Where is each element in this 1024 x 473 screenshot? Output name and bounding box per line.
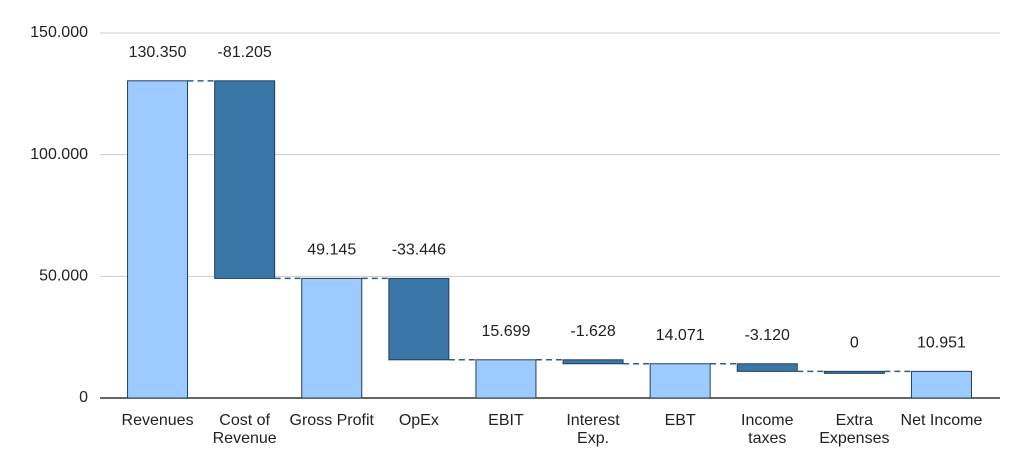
value-label: 15.699 xyxy=(481,323,530,340)
y-tick-label: 50.000 xyxy=(39,268,88,285)
x-tick-label: OpEx xyxy=(398,412,439,429)
x-tick-label: EBIT xyxy=(488,412,524,429)
value-label: -81.205 xyxy=(218,44,272,61)
bar xyxy=(649,363,711,399)
x-tick-label: Revenues xyxy=(121,412,194,429)
x-tick-label: EBT xyxy=(664,412,696,429)
x-tick-label: Net Income xyxy=(900,412,983,429)
value-label: -1.628 xyxy=(570,323,615,340)
x-tick-label: Income taxes xyxy=(741,412,794,447)
y-tick-label: 0 xyxy=(79,389,88,406)
y-tick-label: 100.000 xyxy=(30,146,88,163)
bar xyxy=(214,80,276,279)
value-label: 0 xyxy=(850,335,859,352)
value-label: 14.071 xyxy=(656,327,705,344)
value-label: 49.145 xyxy=(307,242,356,259)
bar xyxy=(475,359,537,399)
bar xyxy=(301,277,363,399)
bar xyxy=(823,370,885,374)
x-tick-label: Interest Exp. xyxy=(566,412,620,447)
x-tick-label: Gross Profit xyxy=(289,412,374,429)
bar xyxy=(388,277,450,361)
value-label: -3.120 xyxy=(745,327,790,344)
y-tick-label: 150.000 xyxy=(30,24,88,41)
bar xyxy=(736,363,798,372)
value-label: 130.350 xyxy=(129,44,187,61)
value-label: -33.446 xyxy=(392,242,446,259)
bar xyxy=(562,359,624,365)
value-label: 10.951 xyxy=(917,335,966,352)
x-tick-label: Cost of Revenue xyxy=(212,412,277,447)
bar xyxy=(127,80,189,399)
bar xyxy=(910,370,972,399)
x-tick-label: Extra Expenses xyxy=(819,412,890,447)
